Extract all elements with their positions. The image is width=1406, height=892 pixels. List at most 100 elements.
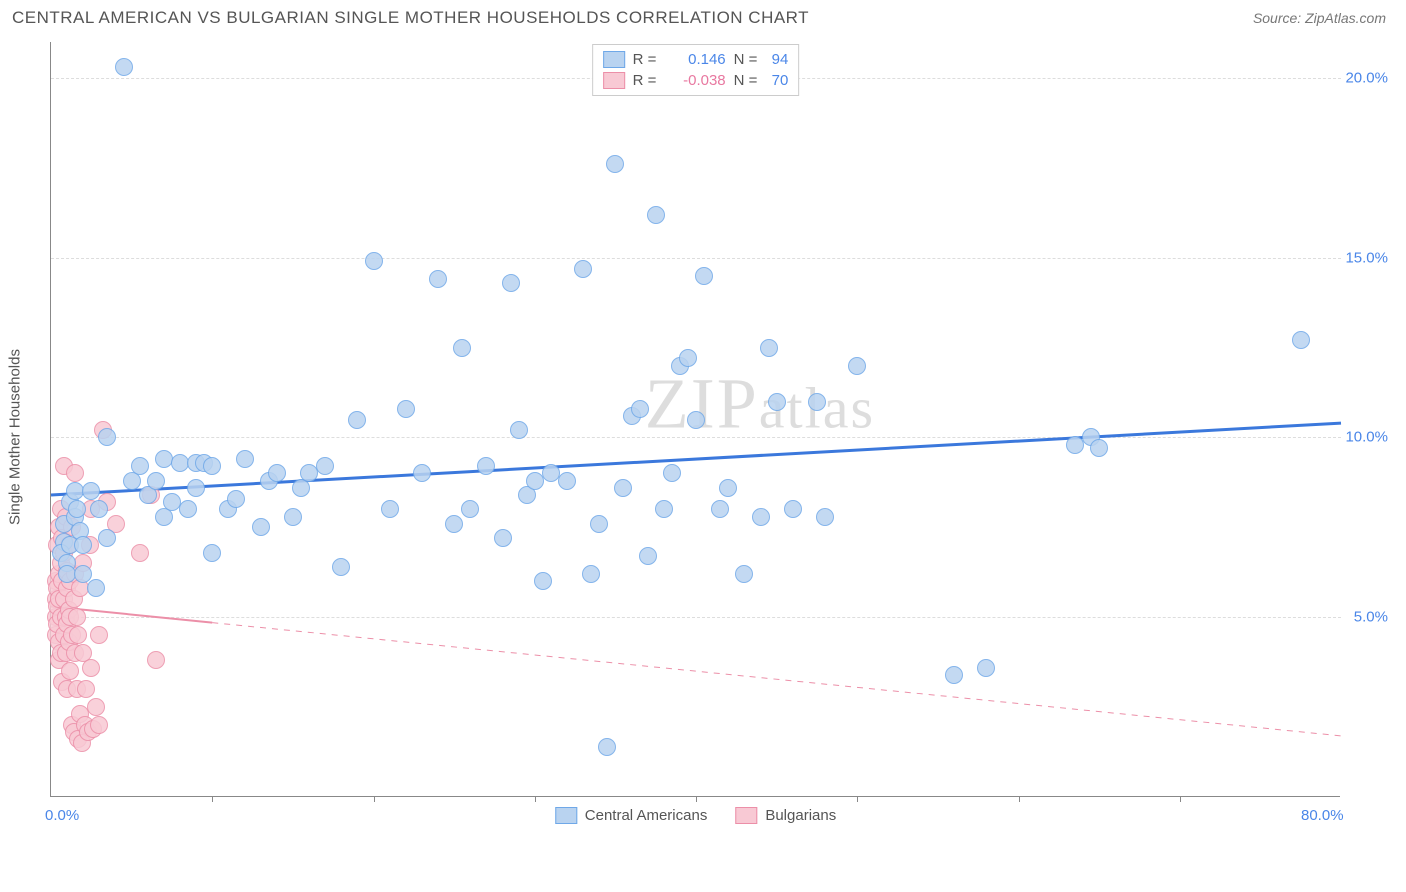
legend-swatch <box>555 807 577 824</box>
series-legend: Central AmericansBulgarians <box>555 807 836 824</box>
scatter-point <box>679 349 697 367</box>
scatter-point <box>82 482 100 500</box>
scatter-point <box>68 608 86 626</box>
legend-r-value: -0.038 <box>671 72 726 89</box>
legend-n-value: 94 <box>772 51 789 68</box>
scatter-point <box>816 508 834 526</box>
scatter-point <box>69 626 87 644</box>
scatter-point <box>252 518 270 536</box>
legend-row: R = 0.146 N = 94 <box>603 49 789 70</box>
scatter-point <box>687 411 705 429</box>
scatter-point <box>663 464 681 482</box>
scatter-point <box>87 579 105 597</box>
scatter-point <box>945 666 963 684</box>
scatter-point <box>453 339 471 357</box>
scatter-point <box>131 457 149 475</box>
source-label: Source: ZipAtlas.com <box>1253 10 1386 26</box>
scatter-point <box>268 464 286 482</box>
scatter-point <box>808 393 826 411</box>
scatter-point <box>155 450 173 468</box>
scatter-point <box>413 464 431 482</box>
scatter-point <box>179 500 197 518</box>
chart-title: CENTRAL AMERICAN VS BULGARIAN SINGLE MOT… <box>12 8 809 28</box>
scatter-point <box>848 357 866 375</box>
scatter-point <box>784 500 802 518</box>
scatter-point <box>582 565 600 583</box>
scatter-point <box>203 544 221 562</box>
scatter-point <box>90 626 108 644</box>
scatter-point <box>719 479 737 497</box>
scatter-point <box>365 252 383 270</box>
scatter-point <box>61 662 79 680</box>
scatter-point <box>574 260 592 278</box>
scatter-point <box>768 393 786 411</box>
scatter-point <box>147 651 165 669</box>
legend-n-value: 70 <box>772 72 789 89</box>
scatter-point <box>639 547 657 565</box>
plot-box: ZIPatlas 5.0%10.0%15.0%20.0%0.0%80.0%R =… <box>50 42 1340 797</box>
scatter-point <box>87 698 105 716</box>
scatter-point <box>695 267 713 285</box>
x-tick-label: 80.0% <box>1301 807 1344 824</box>
scatter-point <box>66 464 84 482</box>
legend-r-value: 0.146 <box>671 51 726 68</box>
scatter-point <box>98 529 116 547</box>
legend-r-label: R = <box>633 72 663 89</box>
legend-row: R = -0.038 N = 70 <box>603 70 789 91</box>
scatter-point <box>558 472 576 490</box>
scatter-point <box>203 457 221 475</box>
scatter-point <box>1292 331 1310 349</box>
legend-item: Bulgarians <box>735 807 836 824</box>
scatter-point <box>98 428 116 446</box>
scatter-point <box>82 659 100 677</box>
scatter-point <box>332 558 350 576</box>
scatter-point <box>510 421 528 439</box>
legend-r-label: R = <box>633 51 663 68</box>
scatter-point <box>429 270 447 288</box>
scatter-point <box>760 339 778 357</box>
scatter-point <box>381 500 399 518</box>
scatter-point <box>598 738 616 756</box>
scatter-point <box>316 457 334 475</box>
scatter-point <box>284 508 302 526</box>
scatter-point <box>236 450 254 468</box>
scatter-point <box>147 472 165 490</box>
scatter-point <box>494 529 512 547</box>
legend-swatch <box>603 51 625 68</box>
scatter-point <box>187 479 205 497</box>
legend-n-label: N = <box>734 72 764 89</box>
scatter-point <box>90 500 108 518</box>
scatter-point <box>445 515 463 533</box>
scatter-point <box>77 680 95 698</box>
scatter-point <box>606 155 624 173</box>
legend-swatch <box>603 72 625 89</box>
scatter-point <box>227 490 245 508</box>
y-tick-label: 5.0% <box>1354 609 1388 626</box>
scatter-point <box>74 565 92 583</box>
legend-swatch <box>735 807 757 824</box>
scatter-point <box>631 400 649 418</box>
scatter-point <box>590 515 608 533</box>
scatter-point <box>461 500 479 518</box>
y-axis-label: Single Mother Households <box>7 349 24 525</box>
scatter-point <box>711 500 729 518</box>
x-tick-label: 0.0% <box>45 807 79 824</box>
scatter-point <box>90 716 108 734</box>
scatter-point <box>647 206 665 224</box>
scatter-point <box>502 274 520 292</box>
y-tick-label: 10.0% <box>1345 429 1388 446</box>
chart-area: Single Mother Households ZIPatlas 5.0%10… <box>50 42 1390 832</box>
scatter-point <box>74 536 92 554</box>
chart-header: CENTRAL AMERICAN VS BULGARIAN SINGLE MOT… <box>0 0 1406 32</box>
scatter-point <box>348 411 366 429</box>
y-tick-label: 20.0% <box>1345 69 1388 86</box>
scatter-point <box>131 544 149 562</box>
scatter-point <box>977 659 995 677</box>
scatter-point <box>1090 439 1108 457</box>
scatter-point <box>655 500 673 518</box>
scatter-point <box>735 565 753 583</box>
legend-n-label: N = <box>734 51 764 68</box>
scatter-point <box>115 58 133 76</box>
scatter-point <box>752 508 770 526</box>
scatter-point <box>477 457 495 475</box>
